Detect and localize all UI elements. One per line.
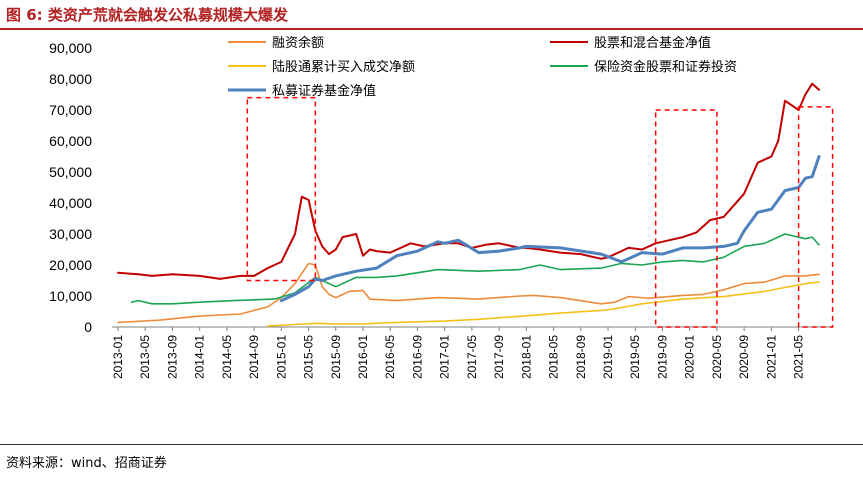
series-lines bbox=[117, 82, 821, 327]
x-tick-label: 2020-09 bbox=[737, 335, 751, 379]
dashed-highlight-box-3 bbox=[797, 106, 834, 328]
x-tick-label: 2019-01 bbox=[601, 335, 615, 379]
axes bbox=[112, 326, 833, 331]
series-line-2 bbox=[117, 82, 820, 280]
y-tick-label: 30,000 bbox=[49, 226, 92, 242]
line-chart: 0 10,000 20,000 30,000 40,000 50,000 60,000 70,… bbox=[49, 35, 834, 379]
x-tick-label: 2014-01 bbox=[193, 335, 207, 379]
legend-label: 股票和混合基金净值 bbox=[594, 35, 711, 51]
y-tick-label: 90,000 bbox=[49, 40, 92, 56]
x-tick-label: 2019-09 bbox=[655, 335, 669, 379]
y-tick-label: 60,000 bbox=[49, 133, 92, 149]
x-tick-label: 2016-01 bbox=[356, 335, 370, 379]
title-rule bbox=[0, 28, 863, 30]
y-tick-label: 10,000 bbox=[49, 288, 92, 304]
x-tick-label: 2015-05 bbox=[302, 335, 316, 379]
x-tick-label: 2015-09 bbox=[329, 335, 343, 379]
x-tick-label: 2017-01 bbox=[438, 335, 452, 379]
x-tick-label: 2020-01 bbox=[683, 335, 697, 379]
x-tick-label: 2021-01 bbox=[764, 335, 778, 379]
y-tick-label: 40,000 bbox=[49, 195, 92, 211]
x-tick-label: 2013-01 bbox=[111, 335, 125, 379]
x-tick-label: 2018-05 bbox=[547, 335, 561, 379]
series-line-4 bbox=[130, 233, 820, 305]
y-tick-labels: 0 10,000 20,000 30,000 40,000 50,000 60,000 70,… bbox=[49, 40, 92, 335]
x-tick-label: 2017-05 bbox=[465, 335, 479, 379]
y-tick-label: 50,000 bbox=[49, 164, 92, 180]
legend-label: 陆股通累计买入成交净额 bbox=[272, 59, 415, 75]
dashed-highlight-box-2 bbox=[654, 109, 718, 328]
x-tick-label: 2014-09 bbox=[247, 335, 261, 379]
figure-title: 图 6: 类资产荒就会触发公私募规模大爆发 bbox=[6, 6, 288, 24]
x-tick-label: 2019-05 bbox=[628, 335, 642, 379]
x-tick-label: 2018-09 bbox=[574, 335, 588, 379]
legend-label: 保险资金股票和证券投资 bbox=[594, 59, 737, 75]
x-tick-labels: 2013-01 2013-05 2013-09 2014-01 2014-05 2014-… bbox=[111, 335, 806, 379]
x-tick-label: 2017-09 bbox=[492, 335, 506, 379]
x-tick-label: 2021-05 bbox=[792, 335, 806, 379]
y-tick-label: 20,000 bbox=[49, 257, 92, 273]
annotation-boxes bbox=[246, 96, 834, 328]
source-rule bbox=[0, 444, 863, 445]
x-tick-label: 2015-01 bbox=[274, 335, 288, 379]
dashed-highlight-box-1 bbox=[246, 96, 317, 282]
x-tick-label: 2020-05 bbox=[710, 335, 724, 379]
legend-label: 融资余额 bbox=[272, 35, 324, 51]
y-tick-label: 80,000 bbox=[49, 71, 92, 87]
series-line-5 bbox=[279, 155, 821, 303]
y-tick-label: 70,000 bbox=[49, 102, 92, 118]
x-tick-label: 2018-01 bbox=[519, 335, 533, 379]
x-tick-label: 2013-05 bbox=[138, 335, 152, 379]
x-tick-label: 2014-05 bbox=[220, 335, 234, 379]
x-tick-label: 2016-09 bbox=[410, 335, 424, 379]
y-tick-label: 0 bbox=[84, 319, 92, 335]
legend-label: 私募证券基金净值 bbox=[272, 83, 376, 99]
x-tick-label: 2016-05 bbox=[383, 335, 397, 379]
source-note: 资料来源：wind、招商证券 bbox=[6, 456, 167, 471]
x-tick-label: 2013-09 bbox=[165, 335, 179, 379]
series-line-1 bbox=[117, 262, 820, 324]
series-line-3 bbox=[266, 281, 820, 327]
